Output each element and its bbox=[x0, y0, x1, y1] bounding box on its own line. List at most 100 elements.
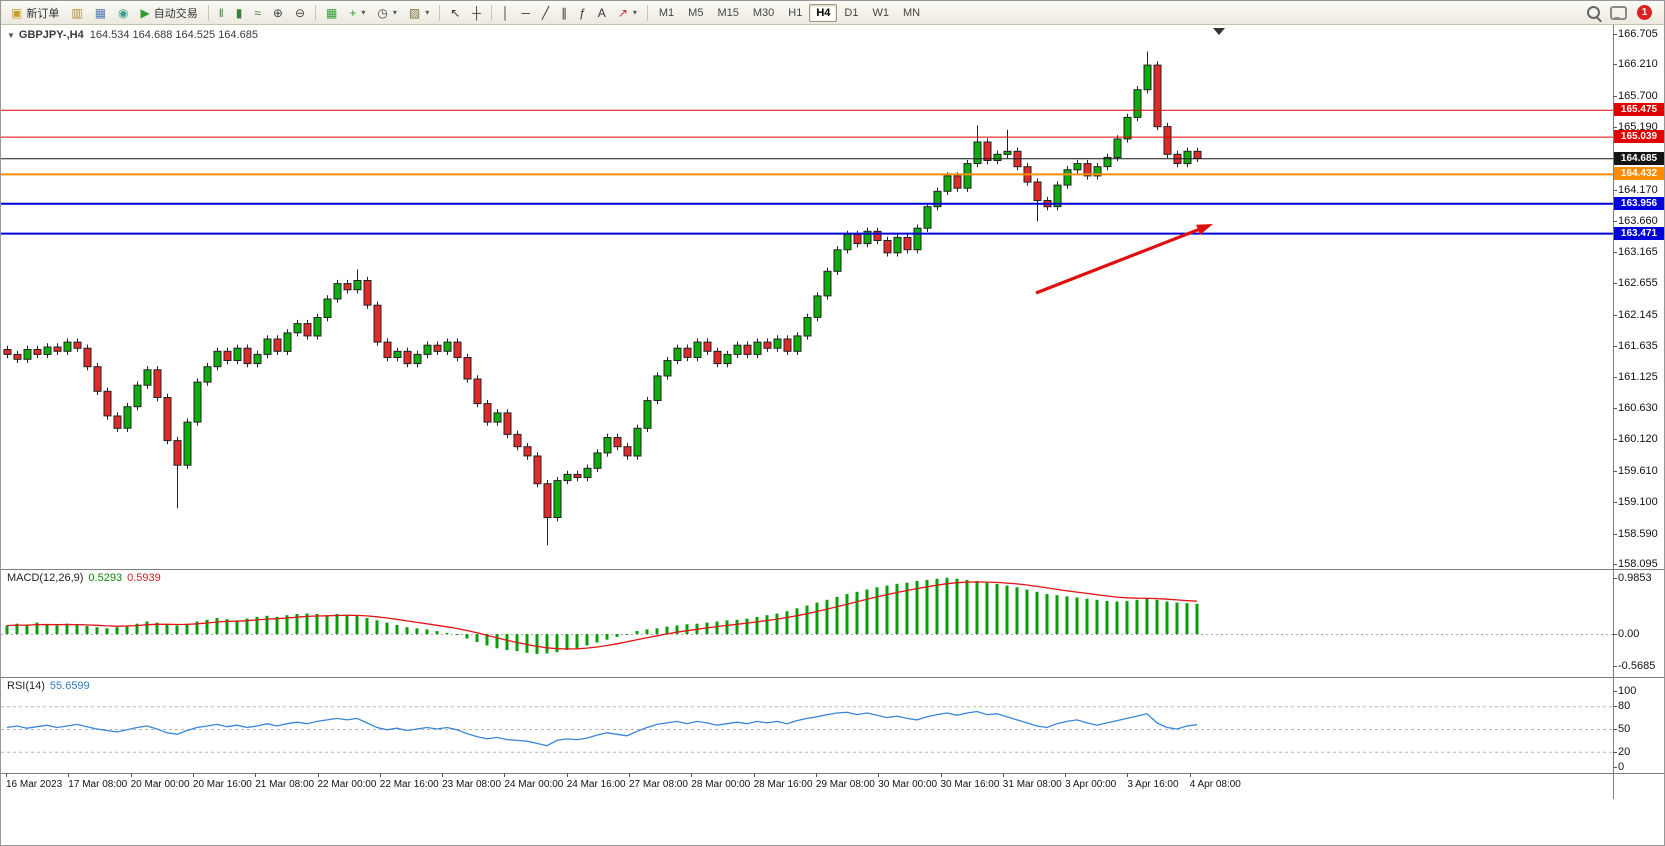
trend-arrow-annotation[interactable] bbox=[1035, 224, 1213, 295]
templates-button[interactable]: ▨ ▾ bbox=[403, 3, 435, 23]
rsi-axis-label: 20 bbox=[1618, 745, 1631, 758]
pane-separator[interactable] bbox=[1, 677, 1664, 678]
horizontal-line-button[interactable]: ─ bbox=[515, 3, 536, 23]
time-axis-tick bbox=[442, 773, 444, 777]
candle bbox=[943, 172, 952, 195]
toolbar-separator bbox=[207, 4, 209, 21]
candle bbox=[953, 172, 962, 192]
auto-trading-button[interactable]: ▶ 自动交易 bbox=[135, 3, 204, 23]
time-axis-tick bbox=[1189, 773, 1191, 777]
channel-button[interactable]: ∥ bbox=[555, 3, 573, 23]
price-axis-label: 165.700 bbox=[1618, 89, 1658, 102]
periods-button[interactable]: ◷ ▾ bbox=[371, 3, 403, 23]
chart-window-icon: ▥ bbox=[71, 5, 83, 20]
candle bbox=[63, 338, 72, 355]
price-axis-label: 158.590 bbox=[1618, 527, 1658, 540]
price-line-label-box: 163.956 bbox=[1614, 196, 1664, 210]
candle bbox=[453, 338, 462, 362]
price-axis-tick bbox=[1613, 502, 1617, 504]
crosshair-button[interactable]: ┼ bbox=[466, 3, 487, 23]
time-axis[interactable]: 16 Mar 2023 17 Mar 08:00 20 Mar 00:00 20 Ma… bbox=[1, 773, 1613, 801]
caret-down-icon: ▾ bbox=[632, 8, 637, 17]
price-chart-canvas[interactable] bbox=[1, 25, 1613, 569]
line-chart-button[interactable]: ≈ bbox=[248, 3, 267, 23]
time-axis-label: 22 Mar 16:00 bbox=[379, 779, 439, 790]
tile-windows-button[interactable]: ▦ bbox=[320, 3, 343, 23]
timeframe-m1-button[interactable]: M1 bbox=[658, 6, 675, 19]
candle bbox=[233, 344, 242, 365]
time-axis-tick bbox=[753, 773, 755, 777]
candle bbox=[463, 353, 472, 383]
zoom-out-button[interactable]: ⊖ bbox=[289, 3, 311, 23]
profiles-button[interactable]: ▦ bbox=[89, 3, 112, 23]
trendline-button[interactable]: ╱ bbox=[536, 3, 555, 23]
notification-badge[interactable]: 1 bbox=[1637, 5, 1652, 20]
macd-axis-tick bbox=[1613, 577, 1617, 579]
rsi-pane-canvas[interactable] bbox=[1, 678, 1613, 773]
candle bbox=[493, 409, 502, 426]
price-axis-label: 166.705 bbox=[1618, 28, 1658, 40]
price-axis-separator bbox=[1613, 25, 1614, 799]
one-click-trading-toggle[interactable]: ▼ bbox=[7, 31, 15, 40]
timeframe-m15-button[interactable]: M15 bbox=[717, 6, 739, 19]
candlestick-button[interactable]: ▮ bbox=[230, 3, 249, 23]
rsi-title: RSI(14) bbox=[7, 680, 45, 692]
zoom-in-button[interactable]: ⊕ bbox=[267, 3, 289, 23]
time-axis-label: 21 Mar 08:00 bbox=[255, 779, 315, 790]
timeframe-m5-button[interactable]: M5 bbox=[688, 6, 704, 19]
chart-window-button[interactable]: ▥ bbox=[65, 3, 88, 23]
candle bbox=[123, 403, 132, 432]
caret-down-icon: ▾ bbox=[425, 8, 430, 17]
timeframe-h1-button[interactable]: H1 bbox=[788, 6, 803, 19]
macd-signal-line bbox=[6, 581, 1198, 650]
chart-title: ▼ GBPJPY-,H4 164.534 164.688 164.525 164.6… bbox=[7, 29, 258, 41]
cursor-button[interactable]: ↖ bbox=[444, 3, 466, 23]
arrows-button[interactable]: ↗ ▾ bbox=[612, 3, 643, 23]
candle bbox=[543, 480, 552, 546]
pane-separator[interactable] bbox=[1, 569, 1664, 570]
candle bbox=[203, 363, 212, 386]
indicators-button[interactable]: + ▾ bbox=[343, 3, 371, 23]
support-chat-icon[interactable] bbox=[1610, 5, 1627, 20]
candle bbox=[243, 344, 252, 368]
symbol-search-icon[interactable] bbox=[1587, 6, 1600, 19]
candle bbox=[53, 343, 62, 355]
fibonacci-button[interactable]: ƒ bbox=[573, 3, 592, 23]
time-axis-label: 17 Mar 08:00 bbox=[68, 779, 128, 790]
candle bbox=[1113, 135, 1122, 162]
macd-pane-canvas[interactable] bbox=[1, 570, 1613, 677]
vertical-line-button[interactable]: │ bbox=[496, 3, 516, 23]
candle bbox=[783, 335, 792, 355]
price-axis-tick bbox=[1613, 314, 1617, 316]
bar-chart-button[interactable]: ‖ bbox=[213, 3, 230, 23]
navigator-button[interactable]: ◉ bbox=[112, 3, 134, 23]
caret-down-icon: ▾ bbox=[392, 8, 397, 17]
timeframe-w1-button[interactable]: W1 bbox=[872, 6, 889, 19]
time-axis-tick bbox=[379, 773, 381, 777]
chart-shift-marker[interactable] bbox=[1213, 28, 1225, 35]
time-axis-tick bbox=[192, 773, 194, 777]
macd-value-main: 0.5293 bbox=[88, 572, 123, 584]
pane-separator[interactable] bbox=[1, 773, 1664, 774]
candle bbox=[983, 138, 992, 165]
timeframe-mn-button[interactable]: MN bbox=[902, 6, 921, 19]
price-axis-label: 159.100 bbox=[1618, 496, 1658, 509]
candle bbox=[1153, 61, 1162, 131]
candle bbox=[403, 347, 412, 368]
indicators-plus-icon: + bbox=[349, 5, 357, 20]
toolbar-separator bbox=[646, 4, 648, 21]
candle bbox=[383, 338, 392, 362]
timeframe-d1-button[interactable]: D1 bbox=[844, 6, 859, 19]
timeframe-m30-button[interactable]: M30 bbox=[752, 6, 775, 19]
zoom-out-icon: ⊖ bbox=[294, 5, 306, 20]
time-axis-tick bbox=[629, 773, 630, 777]
new-order-button[interactable]: ▣ 新订单 bbox=[5, 3, 65, 23]
price-axis-label: 161.635 bbox=[1618, 340, 1658, 353]
crosshair-icon: ┼ bbox=[472, 5, 481, 20]
candle bbox=[633, 424, 642, 460]
text-button[interactable]: A bbox=[592, 3, 612, 23]
candle bbox=[1093, 163, 1102, 180]
timeframe-h4-button[interactable]: H4 bbox=[809, 3, 838, 22]
price-axis-tick bbox=[1613, 377, 1617, 379]
price-line-label-box: 165.475 bbox=[1614, 103, 1664, 117]
